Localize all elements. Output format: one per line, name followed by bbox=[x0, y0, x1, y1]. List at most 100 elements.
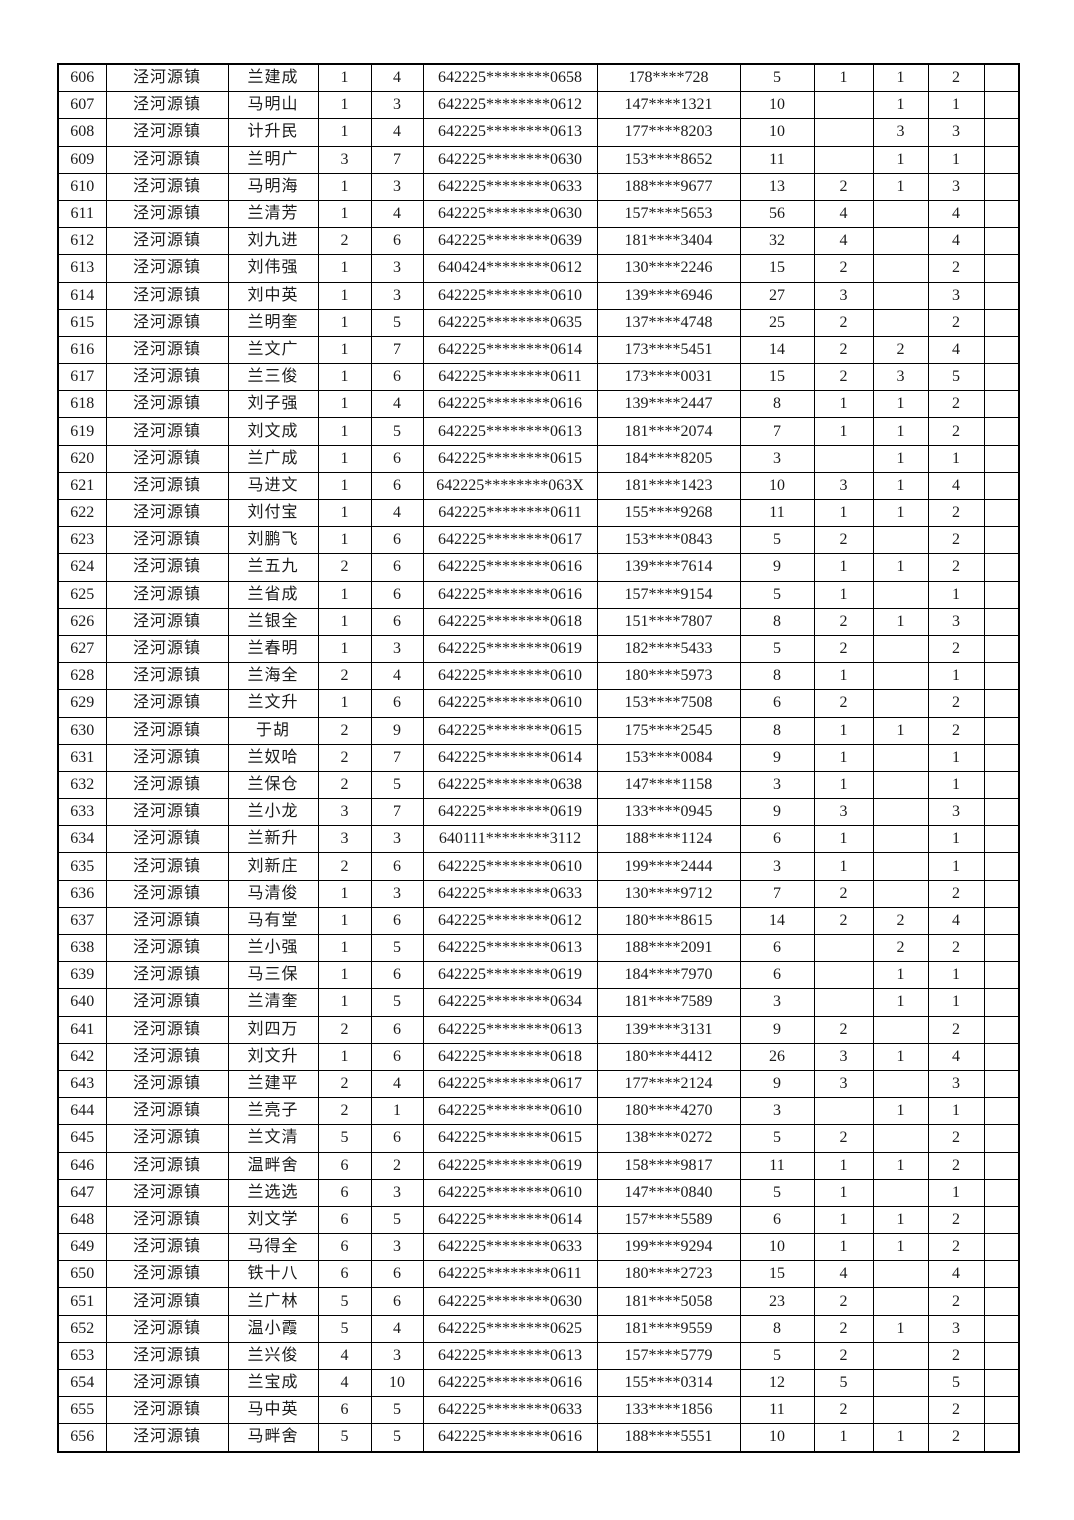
cell-group-number: 2 bbox=[317, 227, 372, 256]
cell-group-number: 1 bbox=[317, 254, 372, 283]
cell-person-name: 刘九进 bbox=[227, 227, 319, 256]
cell-group-number: 5 bbox=[317, 1124, 372, 1153]
cell-id-number: 642225********0630 bbox=[422, 1287, 598, 1316]
cell-id-number: 642225********0613 bbox=[422, 417, 598, 446]
cell-sequence-number: 630 bbox=[57, 716, 107, 745]
cell-id-number: 642225********0614 bbox=[422, 1205, 598, 1235]
cell-value-2 bbox=[813, 118, 874, 147]
cell-id-number: 642225********0633 bbox=[422, 1233, 598, 1262]
cell-group-number: 6 bbox=[317, 1205, 372, 1235]
cell-value-3 bbox=[872, 879, 929, 908]
cell-value-3: 2 bbox=[872, 933, 929, 963]
cell-value-3: 1 bbox=[872, 988, 929, 1017]
cell-value-1: 14 bbox=[739, 335, 815, 365]
cell-id-number: 642225********0610 bbox=[422, 689, 598, 718]
cell-phone-number: 188****5551 bbox=[596, 1423, 741, 1453]
cell-phone-number: 147****0840 bbox=[596, 1178, 741, 1207]
cell-person-name: 刘文学 bbox=[227, 1205, 319, 1235]
cell-person-name: 兰小强 bbox=[227, 933, 319, 963]
cell-group-number: 1 bbox=[317, 335, 372, 365]
cell-household-size: 3 bbox=[370, 254, 424, 283]
cell-blank bbox=[983, 689, 1020, 718]
cell-value-1: 5 bbox=[739, 634, 815, 664]
cell-sequence-number: 649 bbox=[57, 1233, 107, 1262]
cell-person-name: 刘中英 bbox=[227, 281, 319, 310]
cell-value-1: 10 bbox=[739, 118, 815, 147]
cell-person-name: 兰三俊 bbox=[227, 363, 319, 392]
cell-sequence-number: 642 bbox=[57, 1042, 107, 1071]
cell-sequence-number: 614 bbox=[57, 281, 107, 310]
cell-sequence-number: 653 bbox=[57, 1341, 107, 1371]
cell-id-number: 642225********0612 bbox=[422, 906, 598, 936]
cell-phone-number: 180****5973 bbox=[596, 662, 741, 691]
cell-blank bbox=[983, 716, 1020, 745]
cell-blank bbox=[983, 1097, 1020, 1126]
cell-value-4: 1 bbox=[927, 1097, 985, 1126]
cell-group-number: 1 bbox=[317, 91, 372, 120]
cell-value-3: 1 bbox=[872, 1097, 929, 1126]
cell-value-2 bbox=[813, 1097, 874, 1126]
cell-household-size: 3 bbox=[370, 1178, 424, 1207]
cell-township: 泾河源镇 bbox=[105, 335, 229, 365]
cell-value-4: 3 bbox=[927, 1314, 985, 1343]
cell-sequence-number: 620 bbox=[57, 444, 107, 473]
cell-township: 泾河源镇 bbox=[105, 961, 229, 990]
cell-group-number: 1 bbox=[317, 444, 372, 473]
cell-household-size: 3 bbox=[370, 1233, 424, 1262]
cell-value-4: 3 bbox=[927, 1069, 985, 1099]
cell-group-number: 3 bbox=[317, 798, 372, 827]
cell-value-3 bbox=[872, 852, 929, 881]
cell-value-4: 4 bbox=[927, 1042, 985, 1071]
cell-township: 泾河源镇 bbox=[105, 390, 229, 419]
cell-blank bbox=[983, 1341, 1020, 1371]
cell-household-size: 6 bbox=[370, 1015, 424, 1044]
cell-sequence-number: 635 bbox=[57, 852, 107, 881]
cell-person-name: 兰清奎 bbox=[227, 988, 319, 1017]
cell-value-3: 1 bbox=[872, 1423, 929, 1453]
cell-group-number: 3 bbox=[317, 145, 372, 174]
cell-value-1: 27 bbox=[739, 281, 815, 310]
cell-person-name: 兰奴哈 bbox=[227, 743, 319, 772]
cell-household-size: 3 bbox=[370, 91, 424, 120]
cell-household-size: 2 bbox=[370, 1151, 424, 1180]
cell-household-size: 5 bbox=[370, 933, 424, 963]
cell-phone-number: 157****9154 bbox=[596, 580, 741, 609]
cell-blank bbox=[983, 1124, 1020, 1153]
cell-value-4: 2 bbox=[927, 1151, 985, 1180]
cell-township: 泾河源镇 bbox=[105, 281, 229, 310]
cell-id-number: 642225********0610 bbox=[422, 281, 598, 310]
cell-value-2: 1 bbox=[813, 1178, 874, 1207]
cell-value-1: 12 bbox=[739, 1368, 815, 1398]
cell-value-2: 3 bbox=[813, 1042, 874, 1071]
cell-group-number: 6 bbox=[317, 1178, 372, 1207]
cell-person-name: 兰建成 bbox=[227, 63, 319, 93]
cell-id-number: 642225********0633 bbox=[422, 1396, 598, 1425]
table-row: 632 泾河源镇 兰保仓 2 5 642225********0638 147*… bbox=[57, 770, 1020, 800]
cell-township: 泾河源镇 bbox=[105, 498, 229, 528]
cell-person-name: 兰亮子 bbox=[227, 1097, 319, 1126]
cell-value-4: 2 bbox=[927, 308, 985, 337]
cell-id-number: 642225********0616 bbox=[422, 1368, 598, 1398]
cell-household-size: 6 bbox=[370, 906, 424, 936]
cell-township: 泾河源镇 bbox=[105, 254, 229, 283]
cell-value-2: 1 bbox=[813, 662, 874, 691]
cell-value-1: 6 bbox=[739, 961, 815, 990]
cell-household-size: 1 bbox=[370, 1097, 424, 1126]
cell-sequence-number: 619 bbox=[57, 417, 107, 446]
cell-sequence-number: 651 bbox=[57, 1287, 107, 1316]
cell-value-2: 2 bbox=[813, 1314, 874, 1343]
cell-household-size: 5 bbox=[370, 988, 424, 1017]
cell-sequence-number: 638 bbox=[57, 933, 107, 963]
cell-value-4: 4 bbox=[927, 227, 985, 256]
cell-household-size: 6 bbox=[370, 227, 424, 256]
cell-township: 泾河源镇 bbox=[105, 1260, 229, 1289]
table-row: 640 泾河源镇 兰清奎 1 5 642225********0634 181*… bbox=[57, 988, 1020, 1017]
cell-blank bbox=[983, 1396, 1020, 1425]
cell-phone-number: 151****7807 bbox=[596, 607, 741, 636]
cell-household-size: 6 bbox=[370, 1042, 424, 1071]
cell-id-number: 642225********0618 bbox=[422, 1042, 598, 1071]
cell-value-3 bbox=[872, 1287, 929, 1316]
cell-value-1: 9 bbox=[739, 1069, 815, 1099]
cell-id-number: 642225********0615 bbox=[422, 444, 598, 473]
cell-group-number: 4 bbox=[317, 1341, 372, 1371]
